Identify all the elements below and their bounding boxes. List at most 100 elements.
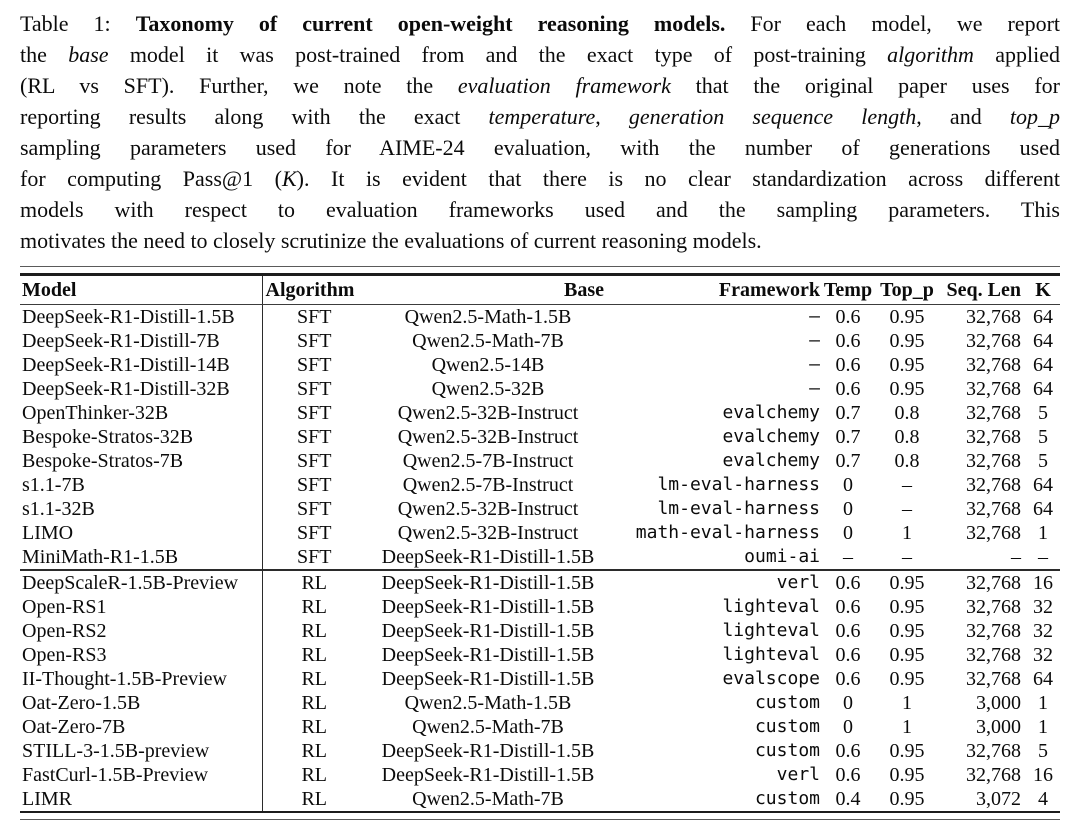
cell-temp: 0 (843, 473, 853, 496)
cell-framework: verl (610, 568, 820, 595)
cell-model: II-Thought-1.5B-Preview (20, 666, 263, 691)
cell-algorithm: RL (301, 715, 328, 738)
caption-run: , (595, 104, 629, 129)
cell-temp: 0.6 (835, 377, 861, 400)
table-row: Oat-Zero-7B RL Qwen2.5-Math-7B custom 0 1 3,00… (20, 714, 1060, 739)
cell-temp: 0.6 (835, 353, 861, 376)
cell-temp: 0.7 (835, 449, 861, 472)
cell-model: Bespoke-Stratos-7B (20, 448, 263, 473)
table-row: FastCurl-1.5B-Preview RL DeepSeek-R1-Disti… (20, 762, 1060, 787)
cell-top-p: 0.95 (889, 739, 925, 762)
cell-top-p: – (902, 545, 912, 568)
cell-temp: 0 (843, 497, 853, 520)
cell-algorithm: RL (301, 667, 328, 690)
cell-base: DeepSeek-R1-Distill-1.5B (381, 619, 595, 642)
cell-algorithm: RL (301, 595, 328, 618)
caption-run: reporting results along with the exact (20, 104, 489, 129)
cell-algorithm: RL (301, 691, 328, 714)
table-row: Bespoke-Stratos-7B SFT Qwen2.5-7B-Instruct… (20, 448, 1060, 473)
cell-seq-len: 32,768 (966, 497, 1021, 520)
table-row: OpenThinker-32B SFT Qwen2.5-32B-Instruct ev… (20, 400, 1060, 425)
cell-seq-len: 32,768 (966, 425, 1021, 448)
cell-k: 5 (1038, 401, 1048, 424)
table-row: II-Thought-1.5B-Preview RL DeepSeek-R1-Dis… (20, 666, 1060, 691)
cell-base: DeepSeek-R1-Distill-1.5B (381, 643, 595, 666)
caption-run: for computing Pass@1 ( (20, 166, 282, 191)
cell-base: Qwen2.5-32B-Instruct (397, 521, 579, 544)
cell-seq-len: – (1011, 545, 1021, 568)
cell-algorithm: SFT (297, 497, 332, 520)
cell-framework: custom (754, 787, 820, 809)
cell-model: MiniMath-R1-1.5B (20, 544, 263, 570)
cell-top-p: 0.95 (889, 595, 925, 618)
table-section-rl: DeepScaleR-1.5B-Preview RL DeepSeek-R1-Dis… (20, 568, 1060, 811)
cell-base: Qwen2.5-Math-1.5B (404, 305, 572, 328)
cell-model: Oat-Zero-1.5B (20, 690, 263, 715)
cell-algorithm: SFT (297, 449, 332, 472)
col-header-seq-len: Seq. Len (938, 275, 1026, 305)
table-row: DeepScaleR-1.5B-Preview RL DeepSeek-R1-Dis… (20, 568, 1060, 595)
table-row: LIMR RL Qwen2.5-Math-7B custom 0.4 0.95 3,072 4 (20, 786, 1060, 811)
cell-temp: 0.6 (835, 739, 861, 762)
cell-model: Open-RS1 (20, 594, 263, 619)
cell-algorithm: SFT (297, 401, 332, 424)
cell-framework: – (809, 305, 820, 327)
cell-algorithm: RL (262, 568, 366, 595)
caption-run: sampling parameters used for AIME-24 eva… (20, 135, 1060, 160)
cell-top-p: 0.8 (894, 449, 920, 472)
cell-base: Qwen2.5-Math-7B (412, 715, 564, 738)
cell-k: 5 (1038, 425, 1048, 448)
cell-seq-len: 32,768 (966, 521, 1021, 544)
cell-framework: evalchemy (722, 401, 820, 423)
taxonomy-table-wrap: Model Algorithm Base Framework Temp Top_… (20, 266, 1060, 820)
cell-base: DeepSeek-R1-Distill-1.5B (381, 545, 595, 568)
cell-base: DeepSeek-R1-Distill-1.5B (381, 667, 595, 690)
col-header-k: K (1026, 275, 1060, 305)
cell-temp: – (843, 545, 853, 568)
cell-algorithm: RL (301, 739, 328, 762)
cell-top-p: 0.95 (889, 763, 925, 786)
cell-framework: math-eval-harness (635, 521, 820, 543)
cell-base: Qwen2.5-Math-7B (412, 787, 564, 810)
cell-algorithm: RL (301, 787, 328, 810)
table-row: STILL-3-1.5B-preview RL DeepSeek-R1-Distil… (20, 738, 1060, 763)
cell-model: STILL-3-1.5B-preview (20, 738, 263, 763)
cell-k: 64 (1033, 667, 1053, 690)
cell-framework: lighteval (722, 595, 820, 617)
table-top-rule-inner (20, 273, 1060, 276)
cell-k: 1 (1038, 691, 1048, 714)
table-row: Open-RS3 RL DeepSeek-R1-Distill-1.5B lighte… (20, 642, 1060, 667)
table-row: Open-RS2 RL DeepSeek-R1-Distill-1.5B lighte… (20, 618, 1060, 643)
cell-k: 64 (1033, 497, 1053, 520)
cell-top-p: 0.95 (889, 619, 925, 642)
cell-top-p: – (902, 473, 912, 496)
caption-line: sampling parameters used for AIME-24 eva… (20, 132, 1060, 163)
cell-temp: 0.6 (820, 568, 876, 595)
cell-k: 32 (1033, 595, 1053, 618)
cell-base: Qwen2.5-14B (431, 353, 545, 376)
cell-framework: lighteval (722, 619, 820, 641)
caption-run: , and (916, 104, 1010, 129)
cell-framework: – (809, 377, 820, 399)
cell-top-p: 0.95 (889, 353, 925, 376)
cell-framework: lm-eval-harness (657, 473, 820, 495)
cell-top-p: 0.95 (889, 787, 925, 810)
caption-run: algorithm (887, 42, 974, 67)
cell-seq-len: 32,768 (966, 619, 1021, 642)
cell-framework: oumi-ai (744, 545, 820, 567)
cell-framework: custom (754, 739, 820, 761)
cell-top-p: 1 (902, 715, 912, 738)
caption-line: Table 1: Taxonomy of current open-weight… (20, 8, 1060, 39)
cell-top-p: 0.95 (889, 377, 925, 400)
caption-line: for computing Pass@1 (K). It is evident … (20, 163, 1060, 194)
col-header-algorithm: Algorithm (262, 275, 366, 305)
cell-framework: lm-eval-harness (657, 497, 820, 519)
caption-line: motivates the need to closely scrutinize… (20, 225, 1060, 256)
cell-k: 16 (1033, 763, 1053, 786)
cell-k: 1 (1038, 715, 1048, 738)
caption-run: that the original paper uses for (670, 73, 1060, 98)
caption-run: Taxonomy of current open-weight reasonin… (135, 11, 726, 36)
cell-temp: 0.6 (835, 595, 861, 618)
cell-k: 5 (1038, 449, 1048, 472)
cell-framework: verl (776, 763, 820, 785)
